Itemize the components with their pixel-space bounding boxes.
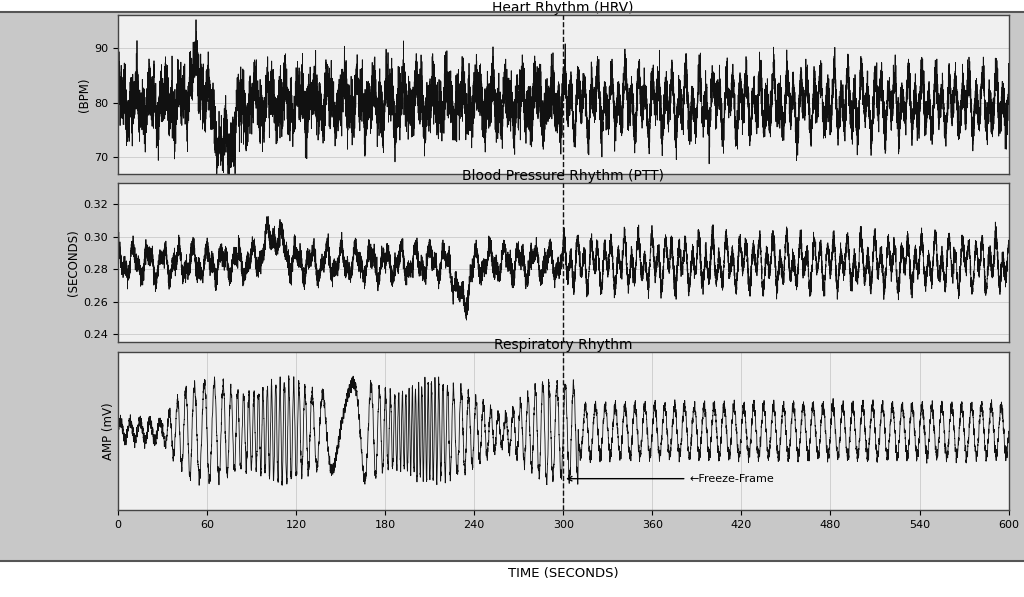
Y-axis label: (BPM): (BPM) <box>78 77 91 112</box>
Text: ←Freeze-Frame: ←Freeze-Frame <box>567 473 774 484</box>
Y-axis label: AMP (mV): AMP (mV) <box>102 402 115 460</box>
Title: Respiratory Rhythm: Respiratory Rhythm <box>494 338 633 352</box>
Title: Blood Pressure Rhythm (PTT): Blood Pressure Rhythm (PTT) <box>462 170 665 183</box>
Title: Heart Rhythm (HRV): Heart Rhythm (HRV) <box>493 1 634 15</box>
Text: TIME (SECONDS): TIME (SECONDS) <box>508 567 618 580</box>
Y-axis label: (SECONDS): (SECONDS) <box>68 229 81 296</box>
